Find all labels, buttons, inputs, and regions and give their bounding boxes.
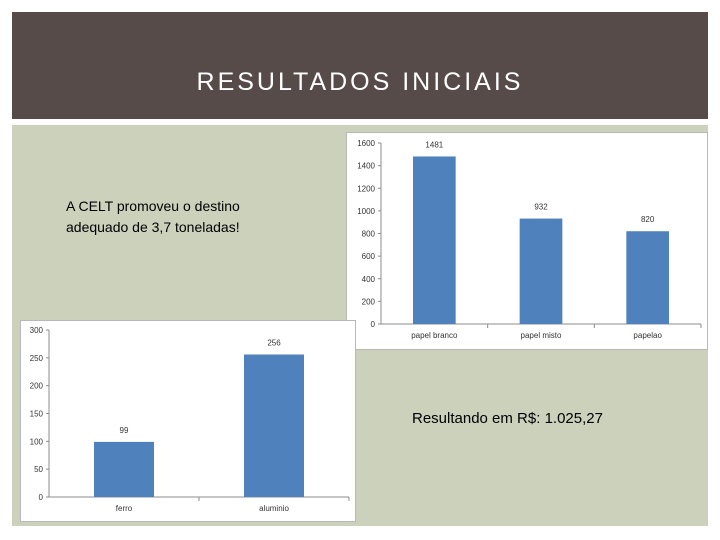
metal-y-tick-label: 0 xyxy=(39,493,44,502)
paper-y-tick-label: 1200 xyxy=(357,184,375,193)
metal-data-label: 256 xyxy=(267,338,281,347)
paper-bar-chart: 0 200 400 600 800 1000 1200 1400 1600 1481 papel b… xyxy=(346,132,708,350)
paper-bar xyxy=(519,218,563,324)
metal-bar-chart: 0 50 100 150 200 250 300 99 ferro 256 aluminio xyxy=(20,320,356,522)
paper-y-tick-label: 400 xyxy=(362,275,376,284)
metal-bar xyxy=(94,441,154,497)
metal-category-label: aluminio xyxy=(259,504,289,513)
metal-bar xyxy=(244,354,304,497)
metal-y-tick-label: 300 xyxy=(30,326,44,335)
paper-y-tick-label: 0 xyxy=(371,320,376,329)
paper-bar xyxy=(626,231,669,324)
summary-text: A CELT promoveu o destino adequado de 3,… xyxy=(66,196,326,238)
paper-data-label: 932 xyxy=(534,203,548,212)
paper-y-tick-label: 200 xyxy=(362,297,376,306)
summary-line-1: A CELT promoveu o destino xyxy=(66,198,240,214)
paper-y-tick-label: 1000 xyxy=(357,207,375,216)
paper-category-label: papel misto xyxy=(521,331,562,340)
metal-chart-svg: 0 50 100 150 200 250 300 99 ferro 256 aluminio xyxy=(30,326,350,513)
metal-y-tick-label: 200 xyxy=(30,382,44,391)
slide-title: RESULTADOS INICIAIS xyxy=(196,68,524,96)
summary-line-2: adequado de 3,7 toneladas! xyxy=(66,219,240,235)
paper-data-label: 1481 xyxy=(425,140,443,149)
paper-y-tick-label: 800 xyxy=(362,230,376,239)
title-bar: RESULTADOS INICIAIS xyxy=(12,12,708,119)
metal-y-tick-label: 150 xyxy=(30,410,44,419)
paper-y-tick-label: 1400 xyxy=(357,162,375,171)
metal-y-tick-label: 100 xyxy=(30,437,44,446)
paper-category-label: papelao xyxy=(633,331,662,340)
result-text: Resultando em R$: 1.025,27 xyxy=(412,410,603,427)
paper-chart-svg: 0 200 400 600 800 1000 1200 1400 1600 1481 papel b… xyxy=(357,139,702,340)
paper-bar xyxy=(413,156,456,324)
paper-y-tick-label: 1600 xyxy=(357,139,375,148)
metal-y-tick-label: 50 xyxy=(34,465,43,474)
metal-data-label: 99 xyxy=(120,426,129,435)
metal-category-label: ferro xyxy=(116,504,133,513)
metal-y-tick-label: 250 xyxy=(30,354,44,363)
paper-category-label: papel branco xyxy=(411,331,458,340)
paper-y-tick-label: 600 xyxy=(362,252,376,261)
paper-data-label: 820 xyxy=(641,215,655,224)
